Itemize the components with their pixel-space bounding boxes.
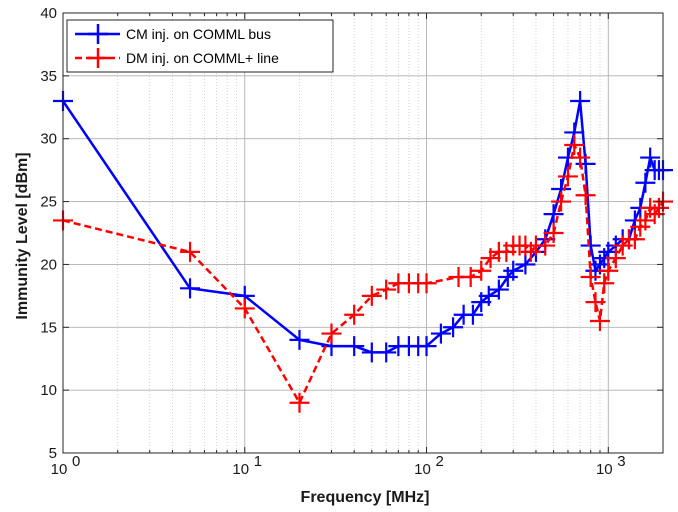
data-point-marker (180, 278, 201, 299)
data-point-marker (580, 235, 601, 256)
y-tick-label: 10 (40, 382, 57, 399)
data-point-marker (488, 279, 509, 300)
data-point-marker (570, 147, 591, 168)
data-point-marker (515, 254, 536, 275)
data-point-marker (416, 273, 437, 294)
data-point-marker (564, 135, 585, 155)
x-tick-exponent: 0 (72, 453, 80, 470)
data-point-marker (570, 91, 591, 111)
legend-box (66, 19, 334, 73)
data-point-marker (443, 317, 464, 338)
data-point-marker (580, 267, 601, 287)
y-tick-label: 5 (49, 445, 57, 462)
y-tick-label: 30 (40, 131, 57, 148)
data-point-marker (376, 342, 397, 363)
data-point-marker (289, 392, 310, 413)
data-point-marker (462, 304, 483, 325)
x-tick-labels: 10 0 10 1 10 2 10 3 (51, 453, 626, 478)
x-tick-exponent: 1 (254, 453, 262, 470)
y-tick-label: 15 (40, 319, 57, 336)
data-point-marker (471, 260, 492, 281)
data-point-marker (180, 241, 201, 262)
y-tick-labels: 5 10 15 20 25 30 35 40 (40, 5, 57, 462)
minor-grid (117, 13, 664, 453)
data-point-marker (557, 166, 578, 187)
x-axis-label: Frequency [MHz] (301, 489, 430, 506)
tick-marks (62, 12, 664, 454)
x-tick-exponent: 2 (436, 453, 444, 470)
legend-label-dm: DM inj. on COMML+ line (126, 50, 279, 66)
data-point-marker (478, 285, 499, 306)
data-point-marker (585, 292, 606, 313)
data-point-marker (416, 336, 437, 357)
data-point-marker (624, 229, 645, 250)
data-point-marker (598, 260, 619, 281)
x-tick-label: 10 (596, 461, 613, 478)
data-point-marker (376, 279, 397, 300)
data-point-marker (344, 304, 365, 325)
data-point-marker (605, 248, 626, 269)
data-point-marker (503, 260, 524, 281)
data-point-marker (535, 235, 556, 256)
data-point-marker (551, 191, 572, 212)
legend: CM inj. on COMML bus DM inj. on COMML+ l… (66, 19, 334, 73)
y-tick-label: 40 (40, 5, 57, 22)
data-point-marker (460, 267, 481, 287)
x-tick-label: 10 (51, 461, 68, 478)
data-point-marker (589, 311, 610, 331)
y-tick-label: 25 (40, 194, 57, 211)
x-tick-label: 10 (414, 461, 431, 478)
data-point-marker (575, 185, 596, 206)
y-tick-label: 35 (40, 68, 57, 85)
data-point-marker (594, 273, 615, 294)
data-point-marker (234, 298, 255, 319)
data-point-marker (640, 147, 661, 168)
data-point-marker (321, 323, 342, 344)
data-point-marker (635, 172, 656, 193)
y-axis-label: Immunity Level [dBm] (14, 152, 31, 319)
data-point-marker (543, 223, 564, 243)
y-tick-label: 20 (40, 256, 57, 273)
data-point-marker (430, 323, 451, 344)
data-point-marker (289, 329, 310, 350)
data-point-marker (344, 336, 365, 357)
data-point-marker (543, 204, 564, 225)
x-tick-exponent: 3 (617, 453, 625, 470)
data-point-marker (361, 285, 382, 306)
x-tick-label: 10 (232, 461, 249, 478)
plot-frame (62, 12, 664, 454)
series-line-dm (62, 143, 665, 404)
legend-label-cm: CM inj. on COMML bus (126, 26, 271, 42)
